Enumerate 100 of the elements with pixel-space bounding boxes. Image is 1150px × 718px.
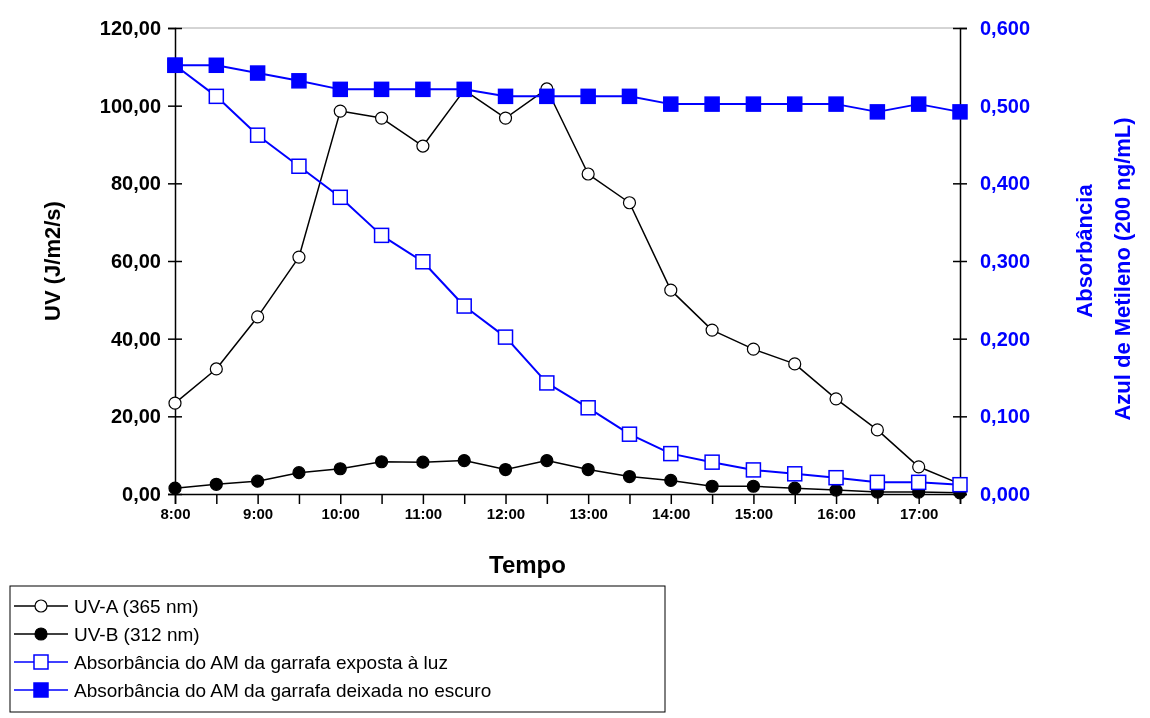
point	[332, 81, 349, 98]
y2-tick-label: 0,200	[980, 327, 1031, 350]
point	[456, 298, 472, 314]
point	[249, 127, 266, 143]
point	[869, 104, 886, 120]
point	[415, 81, 431, 98]
point	[374, 455, 389, 469]
x-tick-label: 8:00	[160, 504, 191, 522]
point	[292, 250, 306, 264]
point	[788, 357, 802, 371]
point	[209, 477, 223, 491]
point	[208, 88, 225, 105]
point	[828, 96, 844, 112]
point	[829, 483, 843, 497]
y2-tick-label: 0,100	[980, 405, 1031, 428]
point	[251, 310, 265, 324]
point	[292, 466, 306, 480]
point	[828, 469, 844, 486]
point	[952, 104, 968, 120]
y-tick-label: 40,00	[110, 327, 161, 350]
point	[664, 473, 678, 488]
point	[912, 460, 926, 474]
point	[539, 375, 555, 391]
point	[333, 104, 347, 118]
point	[374, 111, 389, 125]
point	[704, 96, 720, 112]
point	[209, 362, 223, 376]
point	[581, 167, 595, 181]
y2-axis-title: Absorbância Azul de Metileno (200 ng/mL)	[1072, 117, 1135, 421]
point	[910, 474, 927, 491]
legend-label: UV-B (312 nm)	[74, 624, 200, 645]
point	[786, 96, 803, 112]
point	[869, 474, 886, 491]
legend-label: Absorbância do AM da garrafa deixada no escuro	[74, 680, 492, 701]
point	[788, 481, 802, 495]
point	[291, 73, 307, 89]
point	[621, 88, 638, 105]
point	[251, 474, 265, 488]
point	[829, 392, 843, 406]
y2-tick-label: 0,300	[980, 249, 1031, 272]
point	[704, 454, 720, 470]
point	[498, 462, 513, 477]
point	[910, 96, 927, 112]
y-tick-label: 20,00	[110, 405, 161, 428]
x-tick-label: 17:00	[900, 504, 939, 522]
point	[705, 479, 719, 493]
point	[705, 323, 719, 337]
point	[497, 88, 514, 105]
point	[416, 455, 430, 469]
point	[373, 227, 390, 244]
legend-label: Absorbância do AM da garrafa exposta à luz	[74, 652, 448, 673]
x-tick-label: 9:00	[243, 504, 274, 522]
y2-tick-label: 0,600	[980, 16, 1031, 39]
x-tick-label: 15:00	[734, 504, 774, 522]
point	[664, 283, 678, 297]
y-tick-label: 100,00	[99, 94, 161, 117]
x-tick-label: 12:00	[486, 504, 526, 522]
y2-tick-label: 0,500	[980, 94, 1031, 117]
point	[540, 454, 554, 468]
x-tick-label: 10:00	[321, 504, 360, 522]
point	[663, 445, 679, 462]
point	[786, 466, 803, 482]
point	[746, 479, 761, 493]
point	[745, 96, 762, 112]
point	[497, 329, 514, 345]
point	[291, 158, 307, 174]
point	[621, 426, 638, 442]
y-tick-label: 60,00	[110, 249, 161, 272]
point	[416, 139, 430, 153]
point	[373, 81, 390, 98]
point	[622, 196, 637, 210]
y-tick-label: 80,00	[110, 172, 161, 195]
point	[249, 65, 266, 81]
y2-tick-label: 0,400	[980, 172, 1031, 195]
y-tick-label: 0,00	[122, 482, 161, 505]
point	[580, 400, 596, 416]
y-axis-title: UV (J/m2/s)	[40, 201, 65, 321]
x-tick-label: 16:00	[817, 504, 856, 522]
point	[498, 111, 513, 125]
x-tick-label: 11:00	[404, 504, 443, 522]
point	[663, 96, 679, 112]
x-axis-title: Tempo	[489, 551, 566, 578]
point	[622, 469, 637, 484]
point	[208, 57, 225, 74]
point	[745, 462, 762, 478]
point	[746, 342, 761, 356]
point	[539, 88, 555, 105]
point	[580, 88, 596, 105]
point	[415, 254, 431, 270]
legend-label: UV-A (365 nm)	[74, 596, 199, 617]
point	[870, 423, 884, 437]
y2-tick-label: 0,000	[980, 482, 1031, 505]
point	[168, 396, 182, 410]
point	[457, 454, 471, 468]
x-tick-label: 13:00	[569, 504, 608, 522]
point	[332, 189, 349, 206]
x-tick-label: 14:00	[652, 504, 691, 522]
point	[333, 462, 347, 476]
point	[581, 462, 595, 477]
y-tick-label: 120,00	[99, 16, 161, 39]
